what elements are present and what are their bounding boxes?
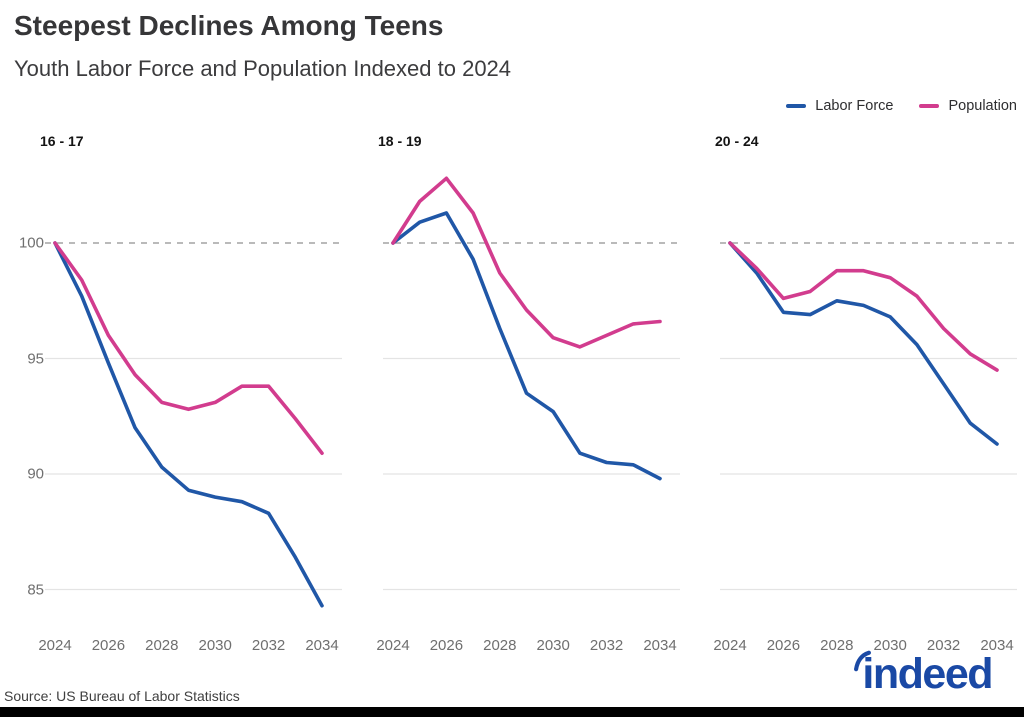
- x-tick-label: 2034: [980, 637, 1014, 654]
- x-tick-label: 2024: [38, 637, 72, 654]
- x-tick-label: 2026: [429, 637, 464, 654]
- y-tick-label: 85: [27, 581, 44, 598]
- x-tick-label: 2030: [873, 637, 907, 654]
- page-subtitle: Youth Labor Force and Population Indexed…: [14, 56, 512, 81]
- x-tick-label: 2028: [483, 637, 517, 654]
- x-tick-label: 2024: [376, 637, 410, 654]
- panel-heading-18-19: 18 - 19: [378, 133, 422, 149]
- x-axis-labels-16-17: 2024 2026 2028 2030 2032 2034: [38, 637, 345, 657]
- x-axis-labels-20-24: 2024 2026 2028 2030 2032 2034: [713, 637, 1020, 657]
- indeed-logo-text: indeed: [862, 650, 993, 698]
- panel-heading-16-17: 16 - 17: [40, 133, 84, 149]
- legend-label-labor-force: Labor Force: [815, 98, 894, 114]
- bottom-bar: [0, 707, 1024, 717]
- population-swatch-icon: [919, 104, 940, 108]
- x-tick-label: 2026: [766, 637, 801, 654]
- legend-label-population: Population: [948, 98, 1017, 114]
- panel-heading-20-24: 20 - 24: [715, 133, 759, 149]
- x-tick-label: 2030: [198, 637, 232, 654]
- panel-plot-20-24: [720, 241, 1017, 591]
- page-title: Steepest Declines Among Teens: [14, 10, 444, 41]
- x-tick-label: 2030: [536, 637, 570, 654]
- x-tick-label: 2032: [589, 637, 624, 654]
- x-tick-label: 2032: [926, 637, 961, 654]
- x-axis-labels-18-19: 2024 2026 2028 2030 2032 2034: [376, 637, 683, 657]
- legend-item-labor-force: Labor Force: [786, 98, 893, 114]
- legend-item-population: Population: [919, 98, 1017, 114]
- labor-force-swatch-icon: [786, 104, 807, 108]
- panel-plot-18-19: [383, 176, 680, 591]
- x-tick-label: 2024: [713, 637, 747, 654]
- indeed-logo-swoosh-icon: [854, 650, 872, 672]
- x-tick-label: 2034: [643, 637, 677, 654]
- y-tick-label: 95: [27, 350, 44, 367]
- y-tick-label: 100: [18, 234, 44, 252]
- panel-plot-16-17: [45, 241, 342, 608]
- x-tick-label: 2028: [820, 637, 854, 654]
- y-axis-labels: 100 95 90 85: [0, 0, 44, 660]
- source-note: Source: US Bureau of Labor Statistics: [4, 688, 240, 704]
- indeed-logo: indeed: [854, 648, 993, 700]
- x-tick-label: 2026: [91, 637, 126, 654]
- x-tick-label: 2028: [145, 637, 179, 654]
- panel-18-19: 18 - 19 2024 2026 2028 2030 2032 2034: [376, 130, 683, 670]
- panel-20-24: 20 - 24 2024 2026 2028 2030 2032 2034: [713, 130, 1020, 670]
- chart-legend: Labor Force Population: [786, 98, 1017, 114]
- panel-16-17: 16 - 17 2024 2026 2028 2030 2032 2034: [38, 130, 345, 670]
- x-tick-label: 2032: [251, 637, 286, 654]
- y-tick-label: 90: [27, 465, 44, 483]
- x-tick-label: 2034: [305, 637, 339, 654]
